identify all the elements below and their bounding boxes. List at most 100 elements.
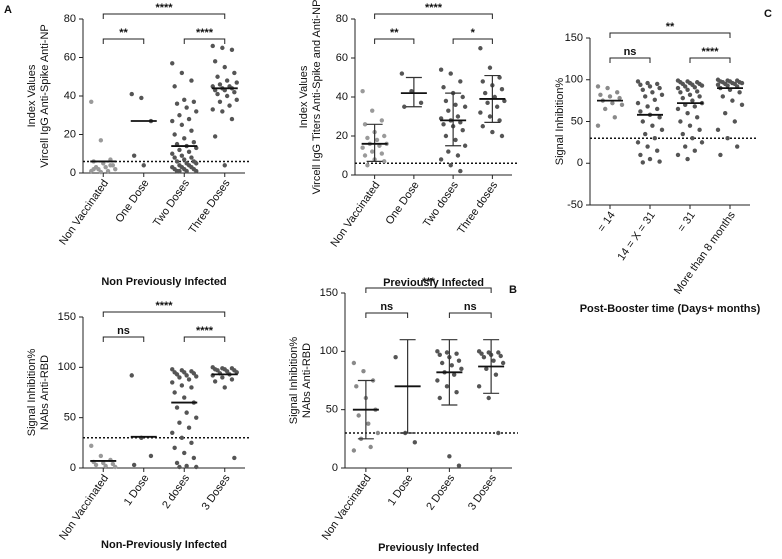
data-point bbox=[699, 83, 705, 88]
data-point bbox=[184, 105, 189, 110]
data-point bbox=[655, 106, 660, 112]
data-point bbox=[439, 360, 445, 366]
y-tick-label: 0 bbox=[332, 462, 338, 474]
significance-bracket bbox=[609, 32, 731, 38]
data-point bbox=[715, 82, 721, 87]
data-point bbox=[179, 122, 185, 128]
data-point bbox=[224, 78, 230, 83]
data-point bbox=[730, 98, 735, 103]
data-point bbox=[179, 70, 185, 76]
data-point bbox=[365, 135, 370, 141]
data-point bbox=[481, 354, 487, 360]
significance-label: ns bbox=[117, 325, 130, 337]
data-point bbox=[194, 374, 199, 379]
data-point bbox=[655, 148, 660, 153]
data-point bbox=[170, 61, 175, 66]
significance-label: * bbox=[471, 27, 476, 39]
data-point bbox=[131, 462, 137, 468]
data-point bbox=[441, 85, 446, 90]
data-point bbox=[697, 127, 702, 133]
data-point bbox=[448, 163, 453, 168]
data-point bbox=[177, 464, 182, 470]
data-point bbox=[179, 383, 185, 388]
data-point bbox=[182, 370, 187, 375]
y-tick-label: 100 bbox=[320, 345, 338, 357]
y-axis-label: Signal Inhibition% bbox=[288, 337, 300, 425]
data-point bbox=[435, 349, 440, 354]
data-point bbox=[493, 372, 499, 377]
data-point bbox=[725, 83, 730, 88]
data-point bbox=[690, 98, 695, 103]
data-point bbox=[362, 153, 368, 158]
y-tick-label: 20 bbox=[336, 130, 348, 142]
data-point bbox=[441, 122, 446, 127]
data-point bbox=[182, 157, 187, 162]
data-point bbox=[478, 110, 483, 115]
significance-label: ** bbox=[666, 21, 675, 33]
data-point bbox=[222, 163, 227, 168]
significance-label: ns bbox=[464, 301, 477, 313]
data-point bbox=[360, 145, 365, 150]
data-point bbox=[455, 114, 461, 119]
data-point bbox=[354, 384, 359, 389]
x-axis-label: Non-Previously Infected bbox=[101, 539, 227, 551]
panel-label: A bbox=[4, 4, 12, 16]
data-point bbox=[446, 149, 451, 154]
data-point bbox=[446, 108, 451, 113]
y-tick-label: 100 bbox=[565, 74, 583, 86]
data-point bbox=[186, 116, 192, 122]
significance-label: ** bbox=[119, 27, 128, 39]
data-point bbox=[619, 102, 625, 108]
data-point bbox=[655, 81, 660, 87]
data-point bbox=[652, 136, 657, 141]
data-point bbox=[370, 149, 375, 154]
data-point bbox=[595, 84, 601, 89]
data-point bbox=[683, 144, 688, 149]
significance-label: ns bbox=[624, 46, 637, 58]
data-point bbox=[635, 79, 641, 84]
y-tick-label: 0 bbox=[577, 157, 583, 169]
data-point bbox=[675, 106, 681, 112]
data-point bbox=[458, 168, 463, 174]
significance-bracket bbox=[374, 38, 415, 44]
data-point bbox=[612, 115, 617, 120]
data-point bbox=[687, 92, 693, 97]
data-point bbox=[635, 140, 641, 145]
data-point bbox=[101, 460, 106, 466]
y-tick-label: 40 bbox=[336, 91, 348, 103]
data-point bbox=[496, 350, 501, 355]
data-point bbox=[129, 373, 134, 378]
data-point bbox=[212, 134, 218, 139]
data-point bbox=[113, 464, 118, 470]
data-point bbox=[382, 133, 387, 139]
significance-bracket bbox=[102, 38, 145, 44]
x-tick-label: Two Doses bbox=[151, 177, 192, 229]
y-tick-label: 40 bbox=[64, 90, 76, 102]
y-tick-label: 0 bbox=[70, 462, 76, 474]
data-point bbox=[645, 80, 650, 86]
y-tick-label: 50 bbox=[64, 412, 76, 424]
significance-label: ** bbox=[390, 27, 399, 39]
x-axis-label: Previously Infected bbox=[383, 277, 484, 289]
data-point bbox=[379, 151, 385, 156]
y-tick-label: 60 bbox=[64, 51, 76, 63]
data-point bbox=[194, 415, 199, 420]
data-point bbox=[356, 413, 361, 418]
data-point bbox=[476, 384, 482, 389]
significance-label: **** bbox=[196, 27, 214, 39]
data-point bbox=[402, 104, 407, 109]
x-tick-label: Three Doses bbox=[187, 177, 233, 236]
data-point bbox=[170, 430, 175, 435]
x-tick-label: One Dose bbox=[113, 178, 151, 225]
data-point bbox=[172, 445, 177, 451]
data-point bbox=[715, 127, 721, 133]
data-point bbox=[737, 90, 742, 95]
data-point bbox=[487, 65, 493, 70]
x-tick-label: Non Vaccinated bbox=[320, 473, 374, 543]
data-point bbox=[659, 92, 665, 97]
data-point bbox=[598, 92, 603, 97]
data-point bbox=[182, 395, 187, 400]
data-point bbox=[360, 88, 365, 94]
data-point bbox=[687, 123, 693, 128]
data-point bbox=[91, 166, 96, 172]
